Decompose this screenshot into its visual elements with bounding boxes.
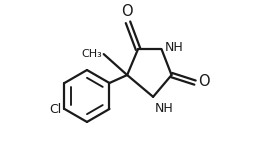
Text: O: O <box>121 4 133 19</box>
Text: CH₃: CH₃ <box>81 49 102 59</box>
Text: NH: NH <box>155 101 174 115</box>
Text: Cl: Cl <box>50 103 62 116</box>
Text: O: O <box>198 74 210 89</box>
Text: NH: NH <box>165 41 184 54</box>
